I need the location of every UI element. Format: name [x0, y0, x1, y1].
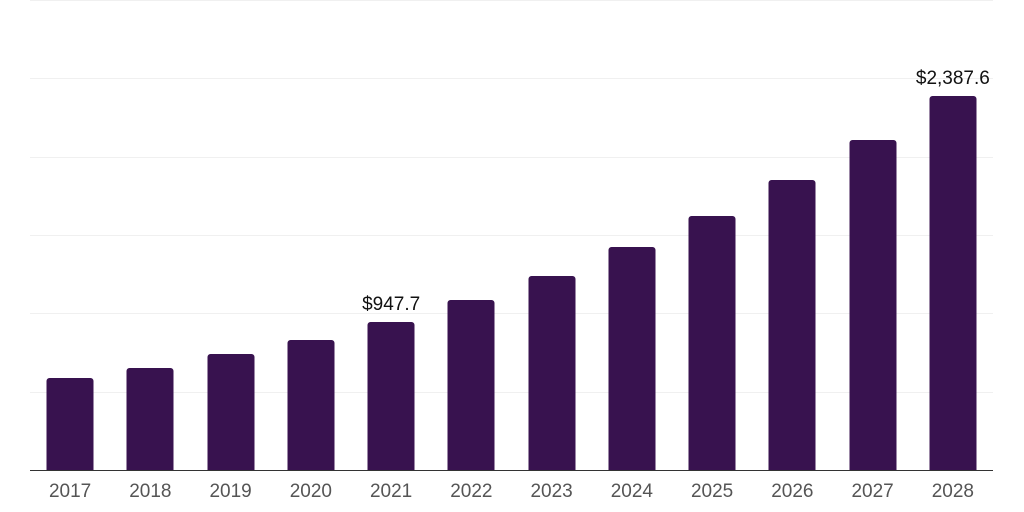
bar-2021: [367, 321, 415, 470]
bar-2022: [447, 299, 495, 470]
x-tick-2018: 2018: [129, 481, 172, 502]
x-tick-2019: 2019: [209, 481, 252, 502]
x-tick-2026: 2026: [771, 481, 814, 502]
bar-value-label-2021: $947.7: [362, 293, 421, 315]
gridline: [30, 313, 993, 315]
x-tick-2022: 2022: [450, 481, 493, 502]
bar-2023: [528, 276, 576, 470]
gridline: [30, 0, 993, 1]
x-axis-line: [30, 470, 993, 471]
x-tick-2020: 2020: [289, 481, 333, 502]
gridline: [30, 391, 993, 393]
x-tick-2024: 2024: [610, 481, 654, 502]
x-tick-2021: 2021: [369, 481, 413, 502]
bar-2025: [688, 215, 736, 470]
x-tick-2023: 2023: [530, 481, 573, 502]
bar-2020: [287, 339, 335, 470]
bar-2024: [608, 246, 656, 470]
bar-2027: [849, 140, 897, 470]
gridline: [30, 235, 993, 236]
bar-2028: [929, 95, 977, 470]
gridline: [30, 78, 993, 80]
bar-value-label-2028: $2,387.6: [915, 67, 990, 89]
bar-2017: [46, 378, 94, 470]
x-tick-2017: 2017: [48, 481, 92, 502]
bar-2019: [207, 353, 255, 470]
x-axis-labels: 2017 2018 2019 2020 2021 2022 2023 2024 2025 2026…: [30, 481, 993, 507]
bar-2026: [768, 179, 816, 470]
x-tick-2025: 2025: [690, 481, 734, 502]
x-tick-2027: 2027: [851, 481, 894, 502]
bar-2018: [126, 368, 174, 470]
x-tick-2028: 2028: [931, 481, 975, 502]
gridline: [30, 156, 993, 158]
plot-area: $947.7 $2,387.6: [30, 0, 993, 471]
